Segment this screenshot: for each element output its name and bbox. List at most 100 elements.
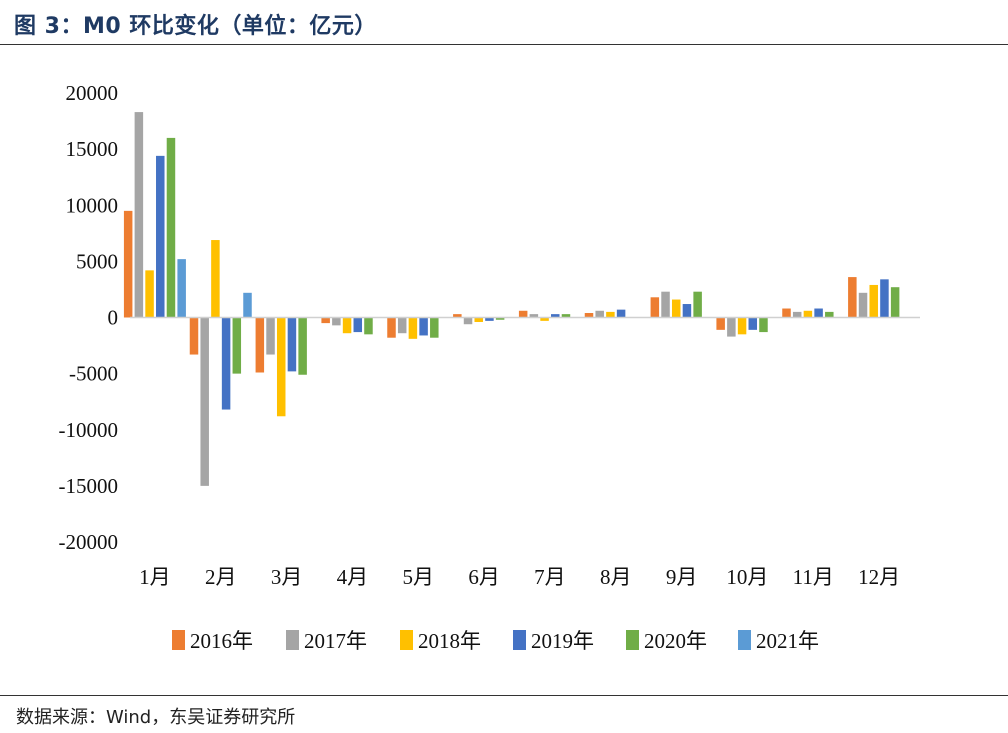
bar	[364, 317, 373, 335]
y-tick-label: 5000	[76, 249, 118, 273]
y-tick-label: -15000	[59, 474, 119, 498]
bar	[298, 317, 307, 375]
chart-canvas: 20000 15000 10000 5000 0 -5000 -10000 -15000 -20…	[59, 81, 920, 653]
x-tick-label: 2月	[205, 565, 237, 589]
bar	[792, 311, 802, 318]
chart-title: 图 3：M0 环比变化（单位：亿元）	[14, 14, 377, 39]
bar	[803, 310, 813, 318]
legend-label: 2019年	[531, 629, 594, 653]
bar	[650, 297, 660, 318]
x-tick-label: 6月	[468, 565, 500, 589]
bar	[890, 287, 900, 318]
legend-label: 2016年	[190, 629, 253, 653]
bar	[463, 317, 473, 325]
bar	[848, 277, 857, 318]
legend: 2016年 2017年 2018年 2019年 2020年 2021年	[172, 629, 819, 653]
legend-label: 2017年	[304, 629, 367, 653]
bar	[123, 210, 133, 318]
y-axis-ticks: 20000 15000 10000 5000 0 -5000 -10000 -15000 -20…	[59, 81, 119, 554]
y-tick-label: -5000	[69, 362, 118, 386]
bar	[387, 317, 396, 338]
x-tick-label: 3月	[271, 565, 303, 589]
legend-swatch	[513, 630, 526, 650]
y-tick-label: -10000	[59, 418, 119, 442]
bar	[518, 310, 528, 318]
bar	[693, 291, 702, 318]
bar	[321, 317, 330, 324]
bar	[880, 279, 889, 318]
bar	[551, 314, 560, 318]
bar	[200, 317, 209, 486]
x-tick-label: 7月	[534, 565, 566, 589]
bar	[737, 317, 747, 335]
bar	[266, 317, 275, 355]
bar	[671, 299, 681, 318]
bar	[211, 240, 220, 318]
bar	[759, 317, 768, 333]
legend-swatch	[738, 630, 751, 650]
x-axis-ticks: 1月 2月 3月 4月 5月 6月 7月 8月 9月 10月 11月 12月	[139, 565, 900, 589]
x-tick-label: 1月	[139, 565, 171, 589]
bar	[661, 291, 670, 318]
bar	[540, 317, 549, 321]
legend-label: 2021年	[756, 629, 819, 653]
bar	[397, 317, 407, 334]
x-tick-label: 9月	[666, 565, 698, 589]
legend-label: 2018年	[418, 629, 481, 653]
legend-swatch	[172, 630, 185, 650]
source-note: 数据来源：Wind，东吴证券研究所	[16, 707, 296, 728]
x-tick-label: 11月	[793, 565, 834, 589]
y-tick-label: 10000	[66, 193, 119, 217]
bar	[727, 317, 736, 337]
x-tick-label: 8月	[600, 565, 632, 589]
bar	[408, 317, 418, 339]
bar	[474, 317, 483, 322]
x-tick-label: 10月	[726, 565, 768, 589]
bar	[814, 308, 823, 318]
bar	[166, 137, 176, 318]
bar	[782, 308, 791, 318]
bar-layer	[123, 112, 900, 486]
bar	[584, 313, 594, 318]
y-tick-label: -20000	[59, 530, 119, 554]
bar	[353, 317, 363, 333]
bar	[145, 270, 154, 318]
bar	[825, 311, 834, 318]
bar	[616, 309, 626, 318]
bar	[221, 317, 231, 410]
bar	[332, 317, 341, 326]
bar	[419, 317, 428, 336]
bar	[430, 317, 439, 338]
bar	[495, 317, 505, 320]
bar	[606, 311, 615, 318]
top-divider	[0, 44, 1008, 45]
bar	[748, 317, 758, 330]
bottom-divider	[0, 695, 1008, 696]
bar	[276, 317, 286, 417]
bar	[682, 304, 692, 318]
bar	[156, 155, 165, 318]
bar	[529, 314, 539, 318]
bar	[255, 317, 265, 373]
bar	[869, 284, 878, 318]
bar	[177, 259, 186, 318]
legend-swatch	[286, 630, 299, 650]
legend-swatch	[626, 630, 639, 650]
bar	[243, 292, 252, 318]
legend-swatch	[400, 630, 413, 650]
bar	[342, 317, 352, 334]
bar	[287, 317, 297, 372]
bar	[134, 112, 144, 318]
bar	[858, 292, 868, 318]
x-tick-label: 5月	[403, 565, 435, 589]
bar	[453, 314, 462, 318]
bar	[595, 310, 604, 318]
bar	[716, 317, 725, 330]
bar	[189, 317, 199, 355]
y-tick-label: 0	[108, 306, 119, 330]
legend-label: 2020年	[644, 629, 707, 653]
y-tick-label: 15000	[66, 137, 119, 161]
x-tick-label: 4月	[337, 565, 369, 589]
x-tick-label: 12月	[858, 565, 900, 589]
bar	[232, 317, 242, 374]
